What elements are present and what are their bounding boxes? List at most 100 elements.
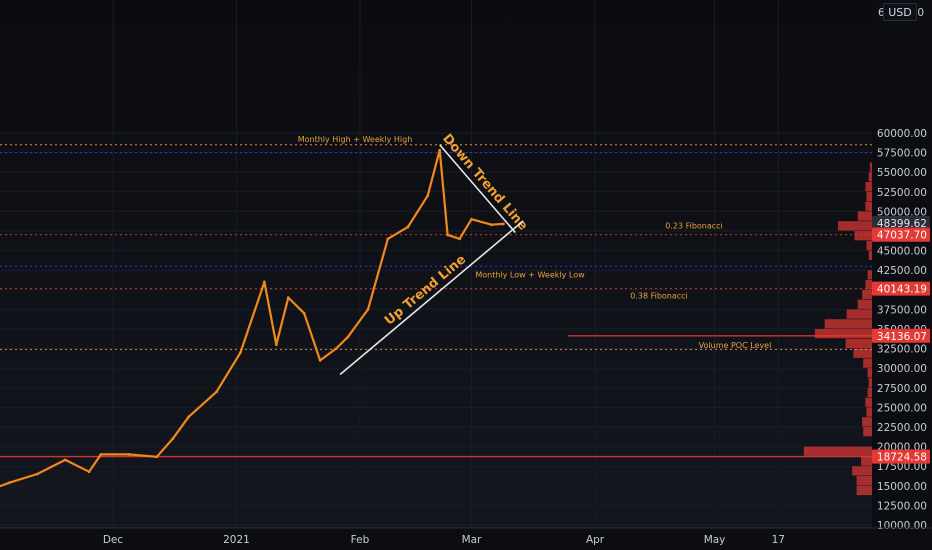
price-series xyxy=(0,148,505,488)
price-tag-box xyxy=(872,227,930,242)
volume-profile-bar xyxy=(865,280,872,290)
y-tick-label: 22500.00 xyxy=(877,422,927,434)
volume-profile-bar xyxy=(857,211,872,221)
x-tick-label: Mar xyxy=(462,534,482,546)
y-tick-label: 32500.00 xyxy=(877,344,927,356)
volume-profile-bar xyxy=(868,378,872,388)
price-point xyxy=(318,358,322,362)
y-tick-label: 55000.00 xyxy=(877,167,927,179)
y-tick-label: 27500.00 xyxy=(877,383,927,395)
y-tick-label: 57500.00 xyxy=(877,148,927,160)
volume-profile-bar xyxy=(866,240,872,251)
volume-profile-bar xyxy=(856,485,872,496)
grid xyxy=(0,0,872,528)
price-point xyxy=(63,458,67,462)
y-tick-label: 6 xyxy=(878,7,885,19)
price-point xyxy=(187,415,191,419)
x-axis: Dec 2021 Feb Mar Apr May 17 xyxy=(0,527,932,550)
y-axis: 10000.0012500.0015000.0017500.0020000.00… xyxy=(872,0,932,550)
y-tick-label: 30000.00 xyxy=(877,363,927,375)
volume-profile-bar xyxy=(866,191,872,202)
y-tick-label: 0 xyxy=(917,7,924,19)
x-tick-label: Apr xyxy=(586,534,605,546)
volume-profile-bar xyxy=(867,387,872,398)
price-point xyxy=(458,237,461,241)
x-axis-panel xyxy=(0,528,872,550)
volume-profile-bar xyxy=(863,358,872,368)
volume-profile-bar xyxy=(865,397,872,407)
price-point xyxy=(127,453,131,456)
price-point xyxy=(215,390,218,394)
y-tick-label: 12500.00 xyxy=(877,500,927,512)
y-tick-label: 25000.00 xyxy=(877,402,927,414)
level-label: 0.38 Fibonacci xyxy=(630,292,688,301)
price-point xyxy=(446,233,450,237)
price-point xyxy=(438,148,442,152)
price-point xyxy=(490,223,493,227)
y-tick-label: 50000.00 xyxy=(877,206,927,218)
y-tick-label: 42500.00 xyxy=(877,265,927,277)
price-point xyxy=(302,311,306,315)
price-point xyxy=(35,472,39,476)
trend-line-label: Down Trend Line xyxy=(439,131,530,233)
horizontal-levels: Monthly High + Weekly High 0.23 Fibonacci… xyxy=(0,135,872,458)
volume-profile-bar xyxy=(862,289,872,300)
price-point xyxy=(239,351,242,354)
volume-profile-bar xyxy=(824,319,872,329)
y-tick-label: 15000.00 xyxy=(877,481,927,493)
y-tick-label: 45000.00 xyxy=(877,246,927,258)
level-label: Monthly Low + Weekly Low xyxy=(475,270,585,279)
price-point xyxy=(426,194,430,198)
price-point xyxy=(8,481,11,485)
price-point xyxy=(346,335,350,339)
price-tag-label: 34136.07 xyxy=(877,331,927,343)
price-tag-label: 48399.62 xyxy=(877,218,927,230)
y-tick-label: 60000.00 xyxy=(877,128,927,140)
volume-profile-bar xyxy=(867,368,872,378)
price-point xyxy=(470,217,473,221)
price-point xyxy=(274,343,278,347)
x-tick-label: Dec xyxy=(103,534,124,546)
price-tag-box xyxy=(872,281,930,296)
price-point xyxy=(502,222,505,226)
volume-profile-bar xyxy=(856,476,872,486)
x-tick-label: Feb xyxy=(351,534,370,546)
volume-profile-bar xyxy=(865,201,872,211)
price-point xyxy=(171,437,175,441)
x-tick-label: May xyxy=(704,534,726,546)
volume-profile-bar xyxy=(862,417,872,427)
volume-profile-bar xyxy=(861,456,872,466)
volume-profile-bar xyxy=(867,270,872,280)
level-label: Volume POC Level xyxy=(699,341,772,350)
volume-profile-bar xyxy=(863,427,872,437)
price-point xyxy=(366,308,370,311)
price-tags: 48399.6203:15:4847037.7040143.1934136.07… xyxy=(872,215,930,464)
volume-profile-bar xyxy=(814,329,872,339)
volume-profile-bar xyxy=(837,221,872,231)
x-tick-label: 17 xyxy=(772,534,785,546)
volume-profile-bar xyxy=(852,466,872,476)
price-tag-box xyxy=(872,449,930,464)
level-label: Monthly High + Weekly High xyxy=(298,135,413,144)
volume-profile-bar xyxy=(865,182,872,192)
y-tick-label: 52500.00 xyxy=(877,187,927,199)
price-tag-label: 47037.70 xyxy=(877,230,927,242)
price-tag-label: 40143.19 xyxy=(877,284,927,296)
level-label: 0.23 Fibonacci xyxy=(665,222,723,231)
price-point xyxy=(286,296,290,300)
price-point xyxy=(87,470,91,474)
volume-profile xyxy=(803,162,872,496)
volume-profile-bar xyxy=(846,309,872,319)
price-point xyxy=(406,225,410,229)
y-tick-label: 10000.00 xyxy=(877,520,927,532)
trend-line xyxy=(339,220,524,376)
price-line xyxy=(0,149,504,488)
currency-selector[interactable]: USD xyxy=(883,3,917,21)
volume-profile-bar xyxy=(853,348,872,358)
x-tick-label: 2021 xyxy=(223,534,250,546)
y-tick-label: 37500.00 xyxy=(877,304,927,316)
price-tag-label: 18724.58 xyxy=(877,452,927,464)
price-point xyxy=(334,347,338,350)
